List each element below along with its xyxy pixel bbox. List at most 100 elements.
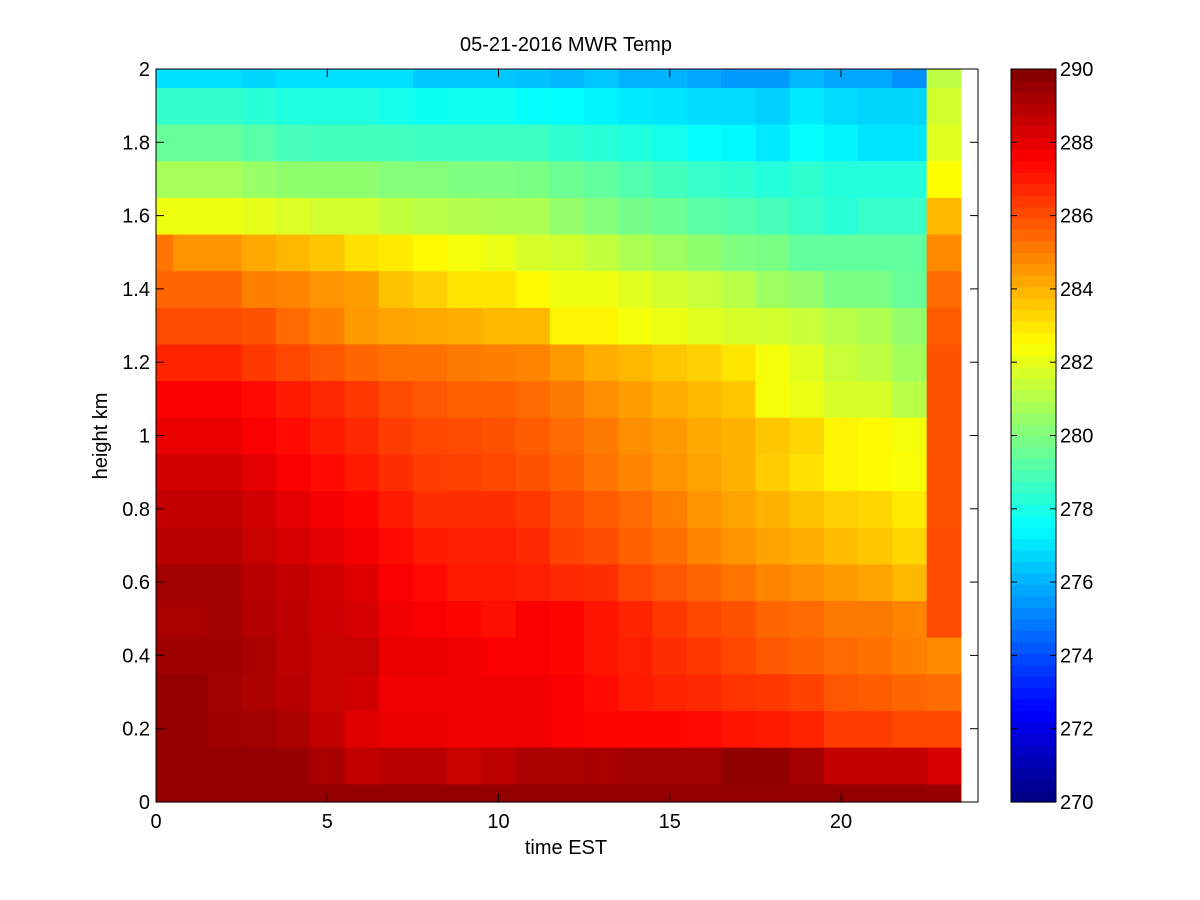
heatmap-cell: [378, 87, 414, 125]
heatmap-cell: [344, 747, 380, 785]
heatmap-cell: [173, 123, 208, 162]
colorbar-swatch: [1011, 217, 1056, 230]
heatmap-cell: [686, 417, 722, 455]
colorbar-tick-label: 280: [1060, 426, 1093, 448]
heatmap-cell: [515, 233, 551, 272]
heatmap-cell: [584, 453, 619, 492]
heatmap-cell: [858, 673, 893, 711]
heatmap-cell: [275, 747, 311, 785]
heatmap-cell: [858, 160, 893, 198]
heatmap-cell: [584, 490, 619, 528]
heatmap-cell: [823, 600, 859, 638]
heatmap-cell: [823, 307, 859, 345]
heatmap-cell: [173, 490, 208, 528]
heatmap-cell: [207, 417, 243, 455]
heatmap-cell: [481, 123, 517, 162]
colorbar-swatch: [1011, 435, 1056, 448]
heatmap-cell: [241, 160, 277, 198]
heatmap-cell: [156, 600, 174, 638]
heatmap-cell: [823, 380, 859, 418]
heatmap-cell: [481, 600, 517, 638]
heatmap-cell: [618, 747, 654, 785]
heatmap-cell: [275, 270, 311, 308]
heatmap-cell: [515, 490, 551, 528]
heatmap-cell: [310, 453, 345, 492]
y-axis-ticks: 0 0.2 0.4 0.6 0.8 1 1.2 1.4 1.6 1.8 2: [122, 59, 978, 814]
heatmap-cell: [378, 307, 414, 345]
heatmap-cell: [584, 417, 619, 455]
heatmap-cell: [652, 233, 688, 272]
colorbar-swatch: [1011, 698, 1056, 711]
heatmap-cell: [173, 87, 208, 125]
heatmap-cell: [892, 270, 928, 308]
heatmap-cell: [207, 490, 243, 528]
heatmap-cell: [584, 270, 619, 308]
heatmap-cell: [823, 747, 859, 785]
colorbar-swatch: [1011, 664, 1056, 677]
heatmap-cell: [412, 197, 448, 235]
heatmap-cell: [584, 673, 619, 711]
heatmap-cell: [207, 123, 243, 162]
heatmap-cell: [721, 490, 756, 528]
colorbar-swatch: [1011, 458, 1056, 471]
heatmap-cell: [892, 600, 928, 638]
heatmap-cell: [378, 380, 414, 418]
heatmap-cell: [275, 160, 311, 198]
heatmap-cell: [584, 343, 619, 382]
colorbar-swatch: [1011, 401, 1056, 414]
colorbar-tick-label: 282: [1060, 352, 1093, 374]
heatmap-cell: [926, 600, 962, 638]
y-tick-label: 0.2: [122, 719, 150, 741]
heatmap-cell: [515, 453, 551, 492]
heatmap-cell: [515, 673, 551, 711]
heatmap-cell: [618, 343, 654, 382]
heatmap-cell: [344, 87, 380, 125]
heatmap-cell: [618, 563, 654, 602]
heatmap-cell: [412, 87, 448, 125]
heatmap-cell: [515, 343, 551, 382]
heatmap-cell: [241, 233, 277, 272]
colorbar-swatch: [1011, 183, 1056, 196]
heatmap-cell: [412, 233, 448, 272]
heatmap-cell: [241, 673, 277, 711]
heatmap-cell: [721, 307, 756, 345]
heatmap-cell: [481, 527, 517, 565]
heatmap-cells: [156, 69, 962, 803]
heatmap-cell: [344, 343, 380, 382]
heatmap-cell: [207, 69, 243, 88]
heatmap-cell: [858, 710, 893, 748]
heatmap-cell: [207, 270, 243, 308]
heatmap-cell: [241, 123, 277, 162]
colorbar-swatch: [1011, 412, 1056, 425]
x-axis-label: time EST: [525, 837, 607, 859]
heatmap-cell: [858, 527, 893, 565]
heatmap-cell: [156, 563, 174, 602]
colorbar-swatch: [1011, 252, 1056, 265]
heatmap-cell: [344, 527, 380, 565]
heatmap-cell: [173, 343, 208, 382]
heatmap-cell: [618, 783, 654, 803]
heatmap-cell: [447, 637, 482, 675]
heatmap-cell: [447, 123, 482, 162]
heatmap-cell: [892, 87, 928, 125]
heatmap-cell: [652, 380, 688, 418]
heatmap-cell: [755, 270, 791, 308]
heatmap-cell: [652, 69, 688, 88]
heatmap-cell: [755, 160, 791, 198]
y-tick-label: 0.8: [122, 499, 150, 521]
heatmap-cell: [378, 270, 414, 308]
heatmap-cell: [515, 307, 551, 345]
heatmap-cell: [721, 527, 756, 565]
heatmap-cell: [618, 527, 654, 565]
heatmap-cell: [858, 270, 893, 308]
heatmap-cell: [789, 417, 825, 455]
heatmap-cell: [241, 87, 277, 125]
heatmap-cell: [412, 417, 448, 455]
heatmap-cell: [686, 380, 722, 418]
heatmap-cell: [892, 527, 928, 565]
heatmap-cell: [207, 380, 243, 418]
heatmap-cell: [789, 600, 825, 638]
heatmap-cell: [789, 307, 825, 345]
heatmap-cell: [755, 307, 791, 345]
